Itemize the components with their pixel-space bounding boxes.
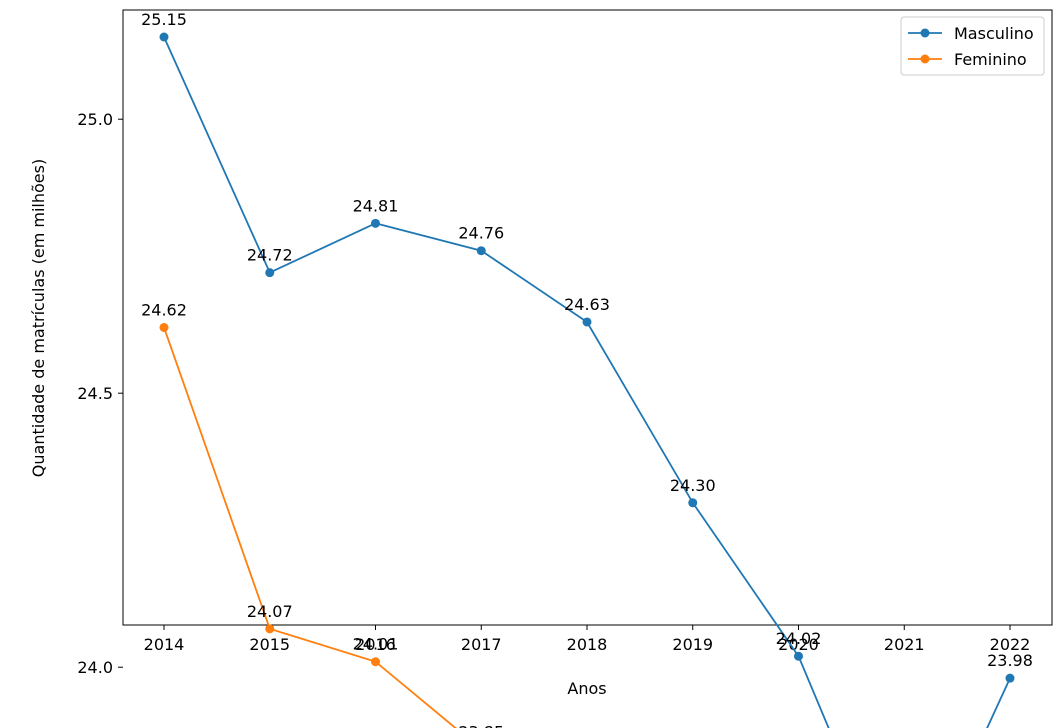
data-label: 24.07	[247, 602, 293, 621]
legend-marker	[920, 54, 930, 64]
y-tick-label: 25.0	[77, 110, 113, 129]
legend-label: Feminino	[954, 50, 1027, 69]
y-tick-label: 24.0	[77, 658, 113, 677]
legend-label: Masculino	[954, 24, 1034, 43]
data-label: 24.62	[141, 300, 187, 319]
data-label: 24.76	[458, 224, 504, 243]
y-tick-label: 24.5	[77, 384, 113, 403]
data-point	[159, 322, 169, 332]
x-tick-label: 2014	[144, 635, 185, 654]
legend: Masculino Feminino	[900, 16, 1045, 76]
data-label: 24.72	[247, 246, 293, 265]
legend-box	[900, 16, 1045, 76]
data-label: 24.63	[564, 295, 610, 314]
data-label: 23.85	[458, 722, 504, 728]
data-point	[265, 624, 275, 634]
data-point	[371, 657, 380, 667]
data-labels: 25.1524.7224.8124.7624.6324.3024.0223.56…	[141, 10, 1033, 728]
x-axis-ticks: 2014 2015 2016 2017 2018 2019 2020 2021 2022	[144, 625, 1031, 654]
y-axis-ticks: 23.524.024.525.0	[77, 110, 123, 677]
series-lines	[163, 36, 1011, 728]
series-line-masculino	[163, 36, 1011, 728]
data-label: 25.15	[141, 10, 187, 29]
x-axis-title: Anos	[567, 679, 606, 698]
data-point	[582, 317, 592, 327]
series-points	[159, 32, 1015, 683]
x-tick-label: 2021	[884, 635, 925, 654]
data-point	[265, 268, 275, 278]
data-point	[159, 32, 169, 42]
data-label: 24.30	[670, 476, 716, 495]
data-point	[371, 218, 380, 228]
data-point	[688, 498, 698, 508]
data-point	[1005, 673, 1015, 683]
x-tick-label: 2017	[461, 635, 502, 654]
data-label: 24.81	[353, 196, 399, 215]
x-tick-label: 2020	[778, 635, 819, 654]
data-point	[794, 651, 803, 661]
x-tick-label: 2019	[672, 635, 713, 654]
data-label: 24.01	[353, 635, 399, 654]
x-tick-label: 2016	[355, 635, 396, 654]
x-tick-label: 2022	[990, 635, 1031, 654]
data-point	[476, 246, 486, 256]
y-axis-title: Quantidade de matrículas (em milhões)	[29, 159, 48, 477]
x-tick-label: 2018	[567, 635, 608, 654]
x-tick-label: 2015	[249, 635, 290, 654]
legend-marker	[920, 28, 930, 38]
series-line-feminino	[163, 327, 457, 728]
data-label: 23.98	[987, 651, 1033, 670]
data-label: 24.02	[776, 629, 822, 648]
